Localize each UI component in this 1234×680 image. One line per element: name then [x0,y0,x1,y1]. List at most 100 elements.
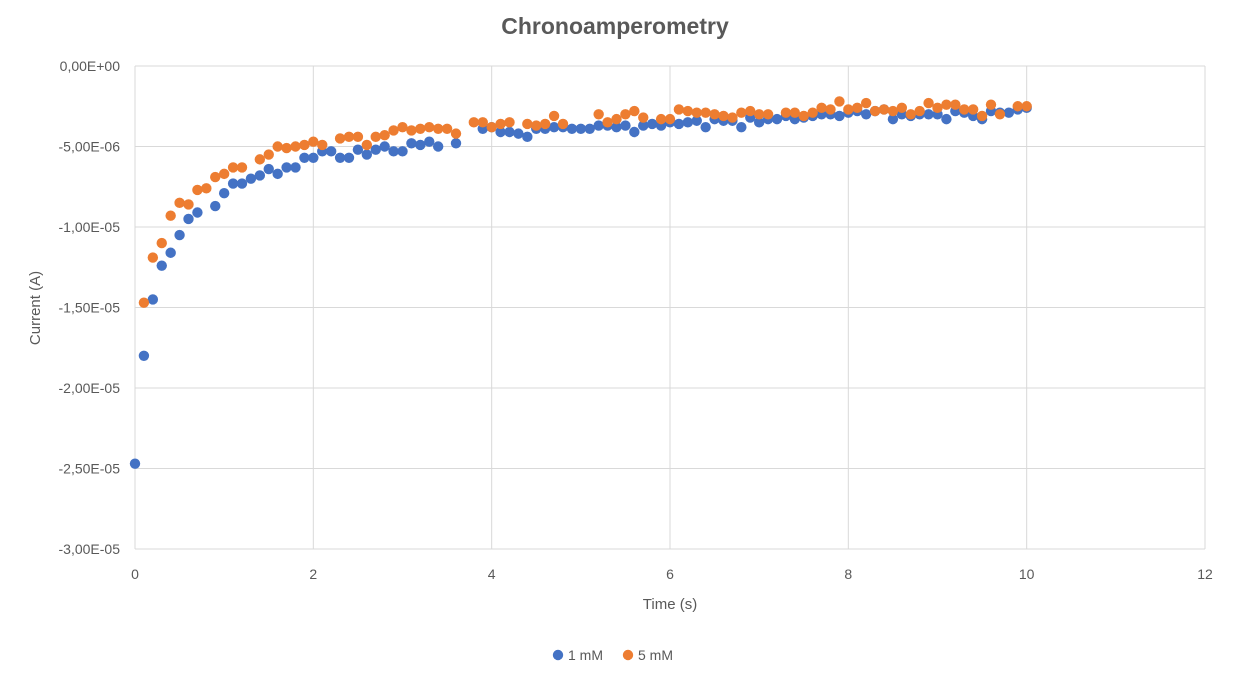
y-axis-title: Current (A) [27,271,44,345]
data-point [539,118,551,130]
data-point [1021,101,1032,112]
data-point [245,173,257,184]
data-point [236,178,248,189]
data-point [308,152,319,163]
data-point [620,120,631,131]
x-tick-label: 4 [488,566,496,582]
data-point [361,149,373,160]
data-point [281,142,292,154]
data-point [513,128,524,139]
x-tick-label: 10 [1019,566,1035,582]
data-point [263,163,274,175]
data-point [548,110,560,122]
data-point [361,139,373,151]
data-point [843,104,854,115]
data-point [664,113,676,125]
data-point [183,199,194,210]
data-point [593,109,604,120]
data-point [147,252,159,263]
data-point [290,141,301,152]
data-point [272,141,283,152]
data-point [941,99,952,110]
data-point [932,102,943,114]
data-point [994,109,1006,120]
data-point [254,154,266,165]
data-point [691,107,702,118]
data-point [192,184,203,196]
data-point [156,237,167,249]
x-tick-label: 0 [131,566,139,582]
data-point [682,117,694,128]
data-point [424,136,435,147]
data-point [495,118,506,130]
data-point [923,97,934,109]
data-point [432,141,444,152]
data-point [584,123,595,134]
data-point [379,130,390,141]
data-point [629,126,640,138]
data-point [566,123,578,134]
data-point [379,141,390,152]
data-point [156,260,167,271]
data-point [655,113,667,125]
data-point [468,117,480,128]
x-tick-label: 12 [1197,566,1213,582]
data-point [397,121,408,133]
data-point [682,105,694,117]
data-point [388,146,399,157]
data-point [343,152,355,163]
data-point [941,113,952,125]
data-point [210,200,221,212]
data-point [450,138,462,149]
data-point [432,123,444,134]
plot-series [129,96,1032,469]
data-point [834,96,845,107]
data-point [254,170,266,181]
data-point [753,109,765,120]
data-point [753,117,765,128]
data-point [522,131,533,143]
data-point [388,125,399,136]
x-tick-label: 8 [844,566,852,582]
data-point [210,171,221,183]
data-point [887,105,899,117]
data-point [147,294,159,305]
data-point [727,112,738,123]
legend-label: 1 mM [568,647,603,663]
data-point [1003,107,1015,118]
data-point [914,105,925,117]
data-point [771,113,783,125]
data-point [165,210,176,221]
data-point [860,109,872,120]
data-point [789,107,801,118]
data-point [762,109,774,120]
data-point [709,109,720,120]
data-point [218,168,230,180]
data-point [236,162,248,173]
data-point [976,110,988,122]
data-point [593,120,604,131]
data-point [611,121,622,133]
data-point [798,110,809,122]
data-point [967,104,979,115]
data-point [129,458,141,469]
data-point [834,110,845,122]
series-5-mm [138,96,1032,308]
data-point [531,120,542,131]
legend: 1 mM 5 mM [552,647,673,663]
data-point [700,121,711,133]
data-point [183,213,194,225]
data-point [174,229,185,241]
data-point [317,139,328,151]
data-point [406,138,417,149]
data-point [370,144,381,155]
data-point [415,123,426,134]
data-point [227,178,239,189]
data-point [869,105,881,117]
data-point [878,104,890,115]
data-point [825,104,836,115]
gridlines [134,65,1206,550]
data-point [263,149,274,160]
data-point [370,131,381,143]
data-point [745,105,756,117]
